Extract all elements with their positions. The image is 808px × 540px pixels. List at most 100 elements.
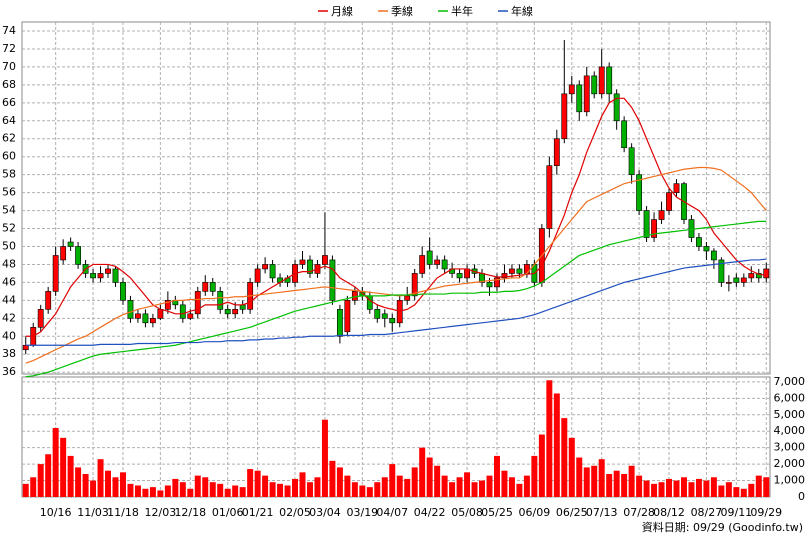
candle-body (179, 304, 186, 319)
candle-body (591, 75, 598, 95)
candle-body (336, 309, 343, 337)
volume-bar (149, 487, 156, 497)
volume-bar (628, 465, 635, 497)
y-tick-label: 56 (2, 186, 16, 199)
volume-bar (411, 467, 418, 497)
x-tick-label: 07/28 (623, 506, 655, 519)
source-note: 資料日期: 09/29 (Goodinfo.tw) (642, 520, 803, 534)
volume-bar (404, 478, 411, 497)
candle-body (456, 273, 463, 279)
volume-bar (479, 480, 486, 497)
candle-body (239, 304, 246, 310)
y-tick-label: 66 (2, 96, 16, 109)
x-tick-label: 11/18 (107, 506, 139, 519)
volume-bar (359, 485, 366, 497)
candle-body (262, 264, 269, 270)
volume-bar (344, 475, 351, 497)
candle-body (553, 138, 560, 166)
volume-bar (486, 475, 493, 497)
candle-body (157, 309, 164, 319)
candle-body (725, 282, 732, 284)
candle-body (202, 282, 209, 292)
volume-bar (695, 478, 702, 497)
candle-body (269, 264, 276, 279)
y-tick-label: 44 (2, 293, 16, 306)
x-tick-label: 08/27 (691, 506, 723, 519)
volume-tick-label: 4,000 (774, 424, 806, 437)
candle-body (52, 255, 59, 292)
y-tick-label: 62 (2, 132, 16, 145)
legend-label: 年線 (511, 4, 533, 18)
candle-body (105, 268, 111, 274)
volume-bar (381, 477, 388, 497)
volume-bar (673, 480, 680, 497)
volume-bar (134, 485, 141, 497)
candle-body (703, 246, 710, 252)
volume-bar (449, 482, 456, 497)
candle-body (718, 259, 725, 283)
y-tick-label: 68 (2, 78, 16, 91)
volume-bar (194, 475, 201, 497)
x-tick-label: 10/16 (40, 506, 72, 519)
volume-bar (523, 475, 530, 497)
volume-bar (419, 447, 426, 497)
y-tick-label: 60 (2, 150, 16, 163)
y-tick-label: 70 (2, 60, 16, 73)
volume-bar (658, 482, 665, 497)
candle-body (688, 219, 695, 238)
volume-bar (164, 485, 171, 497)
x-tick-label: 09/11 (720, 506, 752, 519)
candle-body (322, 255, 328, 265)
candle-body (763, 268, 770, 279)
candle-body (696, 237, 702, 247)
candle-body (411, 273, 418, 297)
candle-body (568, 84, 575, 95)
volume-bar (60, 437, 67, 497)
volume-bar (172, 478, 179, 497)
y-tick-label: 46 (2, 275, 16, 288)
candle-body (494, 277, 500, 288)
volume-bar (292, 478, 299, 497)
x-tick-label: 07/13 (586, 506, 618, 519)
candle-body (516, 268, 523, 274)
volume-bar (127, 483, 134, 497)
candle-body (127, 300, 134, 319)
volume-bar (464, 472, 471, 497)
volume-panel (21, 376, 771, 498)
volume-bar (277, 483, 284, 497)
candle-body (613, 93, 620, 122)
candle-body (224, 309, 231, 315)
candle-body (598, 66, 605, 95)
candle-body (112, 268, 119, 283)
volume-bar (621, 473, 628, 497)
candle-body (135, 313, 141, 319)
volume-bar (531, 455, 538, 497)
volume-tick-label: 0 (798, 490, 805, 503)
y-tick-label: 74 (2, 24, 16, 37)
candle-body (194, 291, 201, 315)
volume-bar (30, 477, 37, 497)
candle-body (546, 165, 553, 229)
volume-bar (52, 427, 59, 497)
volume-bar (396, 475, 403, 497)
candle-body (381, 313, 388, 319)
volume-bar (306, 482, 313, 497)
candle-body (740, 277, 747, 283)
volume-bar (636, 475, 643, 497)
y-tick-label: 58 (2, 168, 16, 181)
volume-bar (583, 467, 590, 497)
volume-bar (703, 480, 710, 497)
candle-body (187, 313, 194, 319)
volume-tick-label: 3,000 (774, 441, 806, 454)
volume-bar (187, 488, 194, 497)
volume-bar (105, 470, 112, 497)
x-tick-label: 03/04 (309, 506, 341, 519)
candle-body (45, 291, 52, 310)
volume-bar (516, 483, 523, 497)
legend-label: 月線 (331, 4, 353, 18)
volume-bar (718, 485, 725, 497)
ma-line (25, 97, 767, 337)
volume-bar (269, 482, 276, 497)
volume-bar (202, 477, 209, 497)
